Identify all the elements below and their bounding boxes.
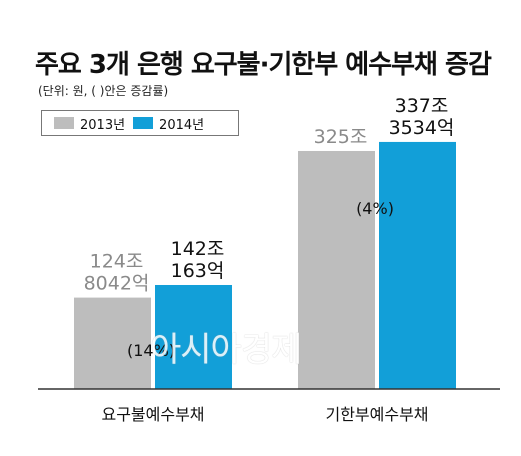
bar-2014-1 [155,284,232,389]
legend-item-2014: 2014년 [133,114,204,133]
category-label-1: 요구불예수부채 [101,405,204,424]
legend-swatch-2013 [54,117,74,129]
value-label-2014-1-line1: 142조 [171,238,225,260]
bar-2013-2 [298,150,375,389]
value-label-2014-1-line2: 163억 [171,260,225,282]
value-label-2013-1-line1: 124조 [90,251,144,273]
value-label-2013-2-line1: 325조 [314,126,368,148]
chart-legend: 2013년 2014년 [41,110,239,136]
legend-swatch-2014 [133,117,154,129]
value-label-2014-2-line2: 3534억 [389,117,455,139]
bar-2014-2 [379,141,456,389]
value-label-2013-1-line2: 8042억 [84,273,150,295]
legend-label-2014: 2014년 [159,117,205,133]
bar-2013-1 [74,297,151,389]
change-label-1: (14%) [127,341,175,360]
category-label-2: 기한부예수부채 [325,405,428,424]
chart-title: 주요 3개 은행 요구불·기한부 예수부채 증감 [35,50,492,80]
legend-item-2013: 2013년 [54,114,125,133]
chart-subtitle: (단위: 원, ( )안은 증감률) [38,84,169,98]
change-label-2: (4%) [356,199,394,218]
value-label-2014-2-line1: 337조 [395,95,449,117]
legend-label-2013: 2013년 [80,117,126,133]
